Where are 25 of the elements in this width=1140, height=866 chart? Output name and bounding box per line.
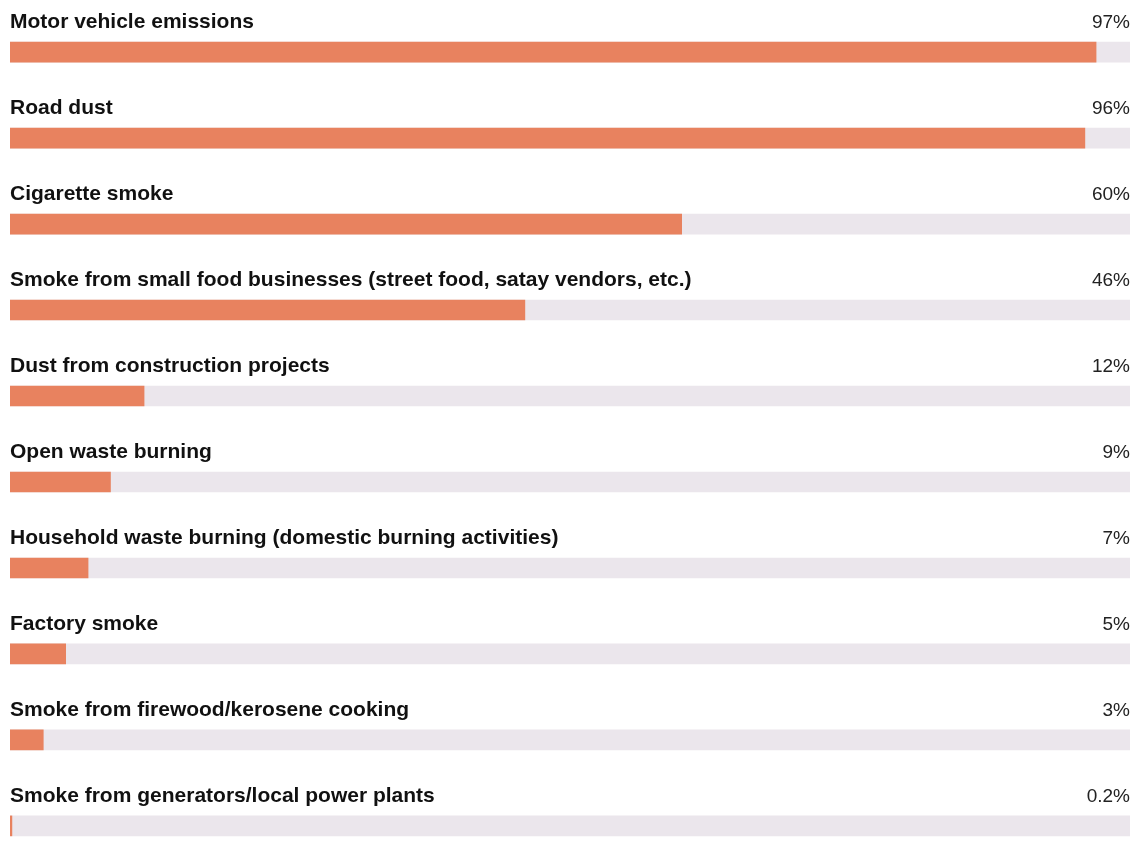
data-label: 7% bbox=[1102, 526, 1131, 548]
data-label: 5% bbox=[1102, 612, 1131, 634]
data-label: 60% bbox=[1091, 182, 1131, 204]
bar bbox=[10, 385, 145, 407]
bar bbox=[10, 643, 66, 665]
y-tick-label: Factory smoke bbox=[10, 610, 159, 634]
y-tick-label: Smoke from small food businesses (street food, satay vendors, etc.) bbox=[10, 266, 692, 290]
y-tick-label: Dust from construction projects bbox=[10, 352, 330, 376]
data-label: 46% bbox=[1091, 268, 1131, 290]
data-label: 3% bbox=[1102, 698, 1131, 720]
data-label: 12% bbox=[1091, 354, 1131, 376]
data-label: 0.2% bbox=[1086, 784, 1131, 806]
y-tick-label: Cigarette smoke bbox=[10, 180, 174, 204]
bar bbox=[10, 471, 111, 493]
y-tick-label: Road dust bbox=[10, 94, 113, 118]
data-label: 97% bbox=[1091, 10, 1131, 32]
y-tick-label: Motor vehicle emissions bbox=[10, 8, 254, 32]
data-label: 9% bbox=[1102, 440, 1131, 462]
bar bbox=[10, 557, 89, 579]
data-label: 96% bbox=[1091, 96, 1131, 118]
y-tick-label: Household waste burning (domestic burning activities) bbox=[10, 524, 559, 548]
bar bbox=[10, 729, 44, 751]
y-tick-label: Open waste burning bbox=[10, 438, 212, 462]
y-tick-label: Smoke from firewood/kerosene cooking bbox=[10, 696, 410, 720]
y-tick-label: Smoke from generators/local power plants bbox=[10, 782, 435, 806]
